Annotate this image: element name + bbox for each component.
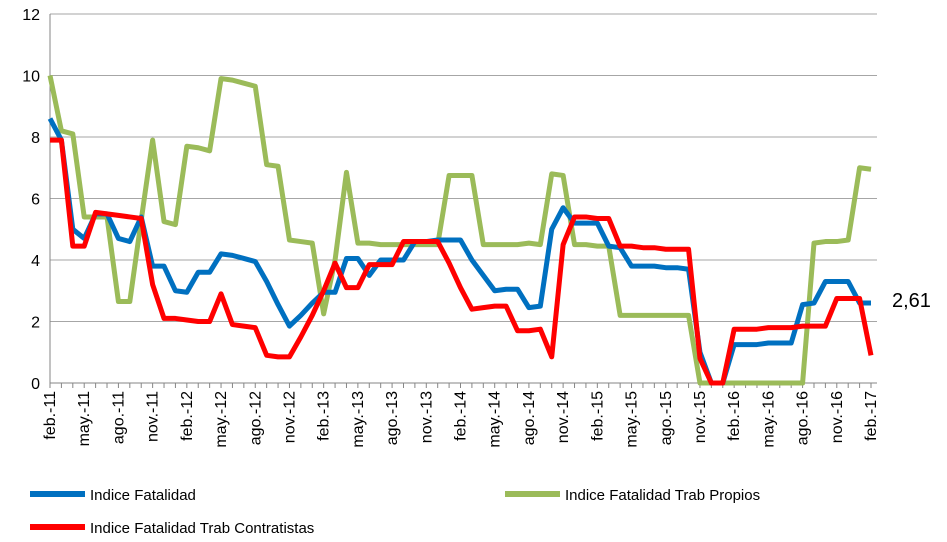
x-tick-label: feb.-16 [726,391,743,441]
x-tick-label: feb.-11 [42,391,59,440]
x-tick-label: feb.-13 [316,391,333,441]
x-tick-label: ago.-12 [247,391,264,445]
series-line [47,117,871,386]
x-tick-label: nov.-11 [145,391,162,442]
x-tick-label: may.-13 [350,391,367,448]
x-tick-label: ago.-13 [384,391,401,445]
x-tick-label: ago.-16 [795,391,812,445]
y-tick-label: 2 [31,315,40,332]
y-tick-label: 8 [31,130,40,147]
y-tick-label: 4 [31,253,40,270]
x-tick-label: feb.-17 [863,391,880,441]
x-tick-label: may.-15 [624,391,641,448]
x-tick-label: feb.-14 [453,391,470,441]
y-tick-label: 12 [22,7,40,24]
y-tick-label: 6 [31,192,40,209]
x-tick-label: ago.-15 [658,391,675,445]
y-tick-label: 0 [31,376,40,393]
annotation: 2,61 [892,290,931,312]
x-tick-label: feb.-12 [179,391,196,441]
x-tick-label: nov.-13 [418,391,435,443]
x-tick-label: may.-14 [487,391,504,448]
series-line [47,74,872,386]
x-tick-label: feb.-15 [589,391,606,441]
x-tick-label: may.-12 [213,391,230,448]
y-tick-label: 10 [22,69,40,86]
legend-label: Indice Fatalidad Trab Contratistas [90,520,314,537]
series-line [50,137,874,386]
x-tick-label: may.-16 [760,391,777,448]
x-tick-label: nov.-14 [555,391,572,443]
legend-label: Indice Fatalidad Trab Propios [565,487,760,504]
x-tick-label: may.-11 [76,391,93,447]
x-tick-label: nov.-12 [281,391,298,443]
legend-label: Indice Fatalidad [90,487,196,504]
x-tick-label: ago.-14 [521,391,538,445]
x-tick-label: ago.-11 [110,391,127,444]
x-tick-label: nov.-15 [692,391,709,443]
x-tick-label: nov.-16 [829,391,846,443]
